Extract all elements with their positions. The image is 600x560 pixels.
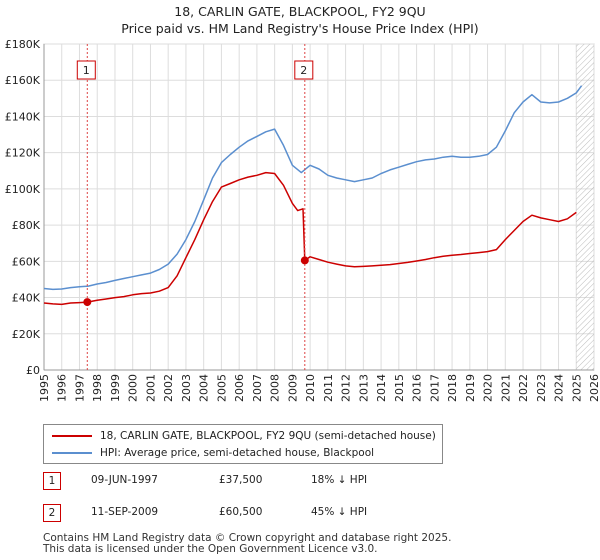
y-tick-label: £180K [5, 38, 41, 51]
price-chart: £0 £20K £40K £60K £80K £100K £120K £140K £160K £1… [5, 38, 600, 402]
y-tick-label: £80K [12, 219, 41, 232]
x-tick-label: 2012 [340, 374, 353, 402]
sale-point [300, 256, 309, 265]
footer-licence: This data is licensed under the Open Gov… [43, 543, 378, 555]
x-tick-label: 2026 [588, 374, 600, 402]
x-tick-label: 2017 [428, 374, 441, 402]
x-tick-label: 2013 [357, 374, 370, 402]
x-tick-label: 2004 [198, 374, 211, 402]
x-tick-label: 2007 [251, 374, 264, 402]
chart-title: 18, CARLIN GATE, BLACKPOOL, FY2 9QU [174, 4, 426, 19]
legend-red-swatch [52, 435, 92, 437]
x-tick-label: 1996 [56, 374, 69, 402]
sale-label-box [294, 60, 314, 80]
transaction-date: 09-JUN-1997 [91, 474, 158, 486]
sale-label: 2 [300, 64, 307, 77]
x-tick-label: 2016 [411, 374, 424, 402]
legend-item-hpi: HPI: Average price, semi-detached house,… [52, 447, 374, 459]
sale-label-box [76, 60, 96, 80]
legend-blue-swatch [52, 452, 92, 454]
transaction-number: 1 [43, 472, 61, 490]
plot-area [43, 43, 595, 371]
chart-subtitle: Price paid vs. HM Land Registry's House … [121, 21, 479, 36]
transaction-price: £60,500 [219, 506, 263, 518]
x-tick-label: 2022 [517, 374, 530, 402]
hpi-line [43, 85, 583, 291]
transaction-hpi-diff: 45% ↓ HPI [311, 506, 368, 518]
x-tick-label: 2020 [482, 374, 495, 402]
x-tick-label: 2024 [553, 374, 566, 402]
x-tick-label: 2015 [393, 374, 406, 402]
y-tick-label: £120K [5, 147, 41, 160]
y-tick-label: £60K [12, 255, 41, 268]
x-tick-label: 2018 [446, 374, 459, 402]
y-tick-label: £0 [26, 364, 40, 377]
y-tick-label: £100K [5, 183, 41, 196]
forecast-hatch [576, 44, 594, 370]
x-tick-label: 2009 [286, 374, 299, 402]
x-tick-label: 2006 [233, 374, 246, 402]
x-tick-label: 1995 [38, 374, 51, 402]
x-tick-label: 2014 [375, 374, 388, 402]
footer-copyright: Contains HM Land Registry data © Crown c… [43, 532, 452, 544]
x-tick-label: 2003 [180, 374, 193, 402]
x-tick-label: 2008 [269, 374, 282, 402]
x-tick-label: 2025 [570, 374, 583, 402]
chart-legend: 18, CARLIN GATE, BLACKPOOL, FY2 9QU (sem… [43, 424, 443, 464]
x-tick-label: 2000 [127, 374, 140, 402]
y-tick-label: £140K [5, 110, 41, 123]
x-tick-label: 2021 [499, 374, 512, 402]
x-tick-label: 1997 [73, 374, 86, 402]
y-tick-label: £40K [12, 292, 41, 305]
x-tick-label: 2019 [464, 374, 477, 402]
y-tick-label: £160K [5, 74, 41, 87]
transaction-price: £37,500 [219, 474, 263, 486]
x-tick-label: 2001 [144, 374, 157, 402]
legend-property-label: 18, CARLIN GATE, BLACKPOOL, FY2 9QU (sem… [100, 430, 436, 442]
x-tick-label: 2005 [215, 374, 228, 402]
transaction-date: 11-SEP-2009 [91, 506, 159, 518]
x-tick-label: 2023 [535, 374, 548, 402]
x-tick-label: 2011 [322, 374, 335, 402]
legend-item-property: 18, CARLIN GATE, BLACKPOOL, FY2 9QU (sem… [52, 430, 436, 442]
sale-label: 1 [83, 64, 90, 77]
x-tick-label: 1999 [109, 374, 122, 402]
transaction-number: 2 [43, 504, 61, 522]
x-tick-label: 2010 [304, 374, 317, 402]
x-tick-label: 1998 [91, 374, 104, 402]
y-tick-label: £20K [12, 328, 41, 341]
transaction-hpi-diff: 18% ↓ HPI [311, 474, 368, 486]
legend-hpi-label: HPI: Average price, semi-detached house,… [100, 447, 375, 459]
sale-point [83, 298, 92, 307]
x-tick-label: 2002 [162, 374, 175, 402]
